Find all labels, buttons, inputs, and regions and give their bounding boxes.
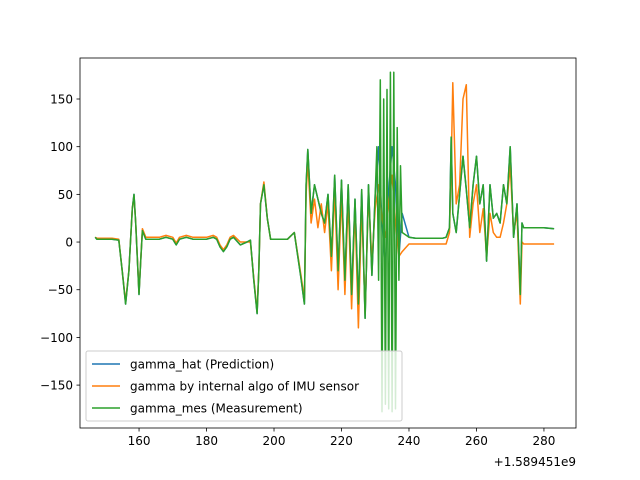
x-tick-label: 260 — [465, 434, 488, 448]
legend-label-1: gamma_hat (Prediction) — [130, 358, 274, 372]
y-tick-label: 50 — [58, 188, 73, 202]
x-axis: 160 180 200 220 240 260 280 — [128, 428, 555, 448]
y-tick-label: 150 — [50, 93, 73, 107]
y-tick-label: 100 — [50, 140, 73, 154]
legend-box — [85, 350, 403, 422]
x-tick-label: 200 — [263, 434, 286, 448]
x-tick-label: 160 — [128, 434, 151, 448]
x-tick-label: 280 — [532, 434, 555, 448]
x-tick-label: 240 — [398, 434, 421, 448]
y-tick-label: 0 — [65, 236, 73, 250]
y-tick-label: −150 — [40, 379, 73, 393]
series-line-3 — [94, 71, 555, 413]
y-tick-label: −50 — [48, 283, 73, 297]
legend: gamma_hat (Prediction) gamma by internal … — [85, 350, 403, 422]
y-axis: −150 −100 −50 0 50 100 150 — [40, 93, 80, 393]
legend-label-3: gamma_mes (Measurement) — [130, 402, 303, 416]
y-tick-label: −100 — [40, 331, 73, 345]
legend-label-2: gamma by internal algo of IMU sensor — [130, 380, 359, 394]
x-tick-label: 180 — [195, 434, 218, 448]
plot-frame — [79, 57, 577, 429]
x-offset-label: +1.589451e9 — [494, 455, 576, 469]
series-layer — [94, 71, 555, 413]
x-tick-label: 220 — [330, 434, 353, 448]
